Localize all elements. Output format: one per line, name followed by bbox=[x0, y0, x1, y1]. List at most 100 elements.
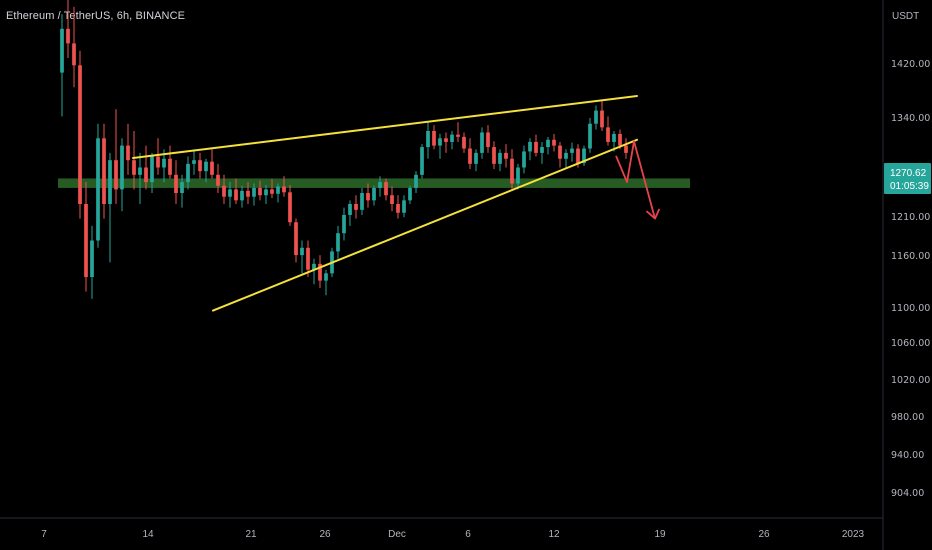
candle-body bbox=[198, 160, 202, 172]
candle bbox=[432, 125, 436, 150]
candle bbox=[510, 149, 514, 190]
candle bbox=[408, 185, 412, 204]
candle bbox=[102, 123, 106, 219]
candle-body bbox=[390, 195, 394, 204]
candle bbox=[270, 179, 274, 199]
x-tick-label: Dec bbox=[388, 529, 406, 540]
candle-body bbox=[354, 204, 358, 210]
y-tick: 1340.00 bbox=[891, 113, 930, 124]
candle bbox=[204, 158, 208, 183]
y-tick-label: 1420.00 bbox=[891, 59, 930, 70]
candle-body bbox=[126, 145, 130, 161]
candle bbox=[384, 178, 388, 201]
candle-body bbox=[180, 182, 184, 194]
candle-body bbox=[606, 127, 610, 142]
candle-body bbox=[348, 204, 352, 215]
y-tick-label: 940.00 bbox=[891, 450, 924, 461]
candle bbox=[438, 133, 442, 159]
candle-body bbox=[264, 189, 268, 196]
x-tick-label: 7 bbox=[41, 529, 47, 540]
candle bbox=[396, 195, 400, 219]
candle bbox=[114, 109, 118, 204]
candle bbox=[450, 131, 454, 150]
candle-body bbox=[402, 200, 406, 213]
lower-trendline[interactable] bbox=[212, 138, 638, 312]
candle bbox=[456, 122, 460, 142]
candle bbox=[558, 141, 562, 168]
y-tick: 904.00 bbox=[891, 488, 924, 499]
candle-body bbox=[60, 28, 64, 73]
candle bbox=[366, 183, 370, 208]
candle bbox=[282, 176, 286, 197]
candle bbox=[480, 127, 484, 159]
candle-body bbox=[246, 190, 250, 197]
candle-body bbox=[570, 148, 574, 153]
candle bbox=[312, 258, 316, 285]
candle-body bbox=[120, 145, 124, 190]
candle bbox=[504, 144, 508, 168]
candle bbox=[474, 149, 478, 172]
candle-body bbox=[480, 132, 484, 153]
candle-body bbox=[324, 273, 328, 281]
candle bbox=[120, 138, 124, 212]
candle-body bbox=[546, 139, 550, 148]
candle bbox=[240, 185, 244, 208]
candle bbox=[318, 255, 322, 288]
candle bbox=[600, 100, 604, 131]
candle-body bbox=[84, 204, 88, 277]
y-tick: 1160.00 bbox=[891, 251, 930, 262]
last-price-badge: 1270.62 01:05:39 bbox=[884, 163, 931, 194]
candle bbox=[570, 142, 574, 162]
y-tick-label: 1210.00 bbox=[891, 212, 930, 223]
price-axis-unit: USDT bbox=[892, 11, 919, 22]
y-tick: 1210.00 bbox=[891, 212, 930, 223]
candle bbox=[246, 182, 250, 204]
candle bbox=[300, 240, 304, 274]
candle-body bbox=[600, 110, 604, 128]
y-tick: 1100.00 bbox=[891, 303, 930, 314]
upper-trendline[interactable] bbox=[132, 94, 638, 160]
candle-body bbox=[300, 247, 304, 256]
candle bbox=[594, 105, 598, 130]
candle-body bbox=[318, 263, 322, 281]
candle-body bbox=[252, 187, 256, 197]
candle bbox=[198, 152, 202, 179]
projection-arrowhead bbox=[646, 208, 660, 220]
candle-body bbox=[240, 190, 244, 201]
candle bbox=[360, 187, 364, 215]
y-tick-label: 1100.00 bbox=[891, 303, 930, 314]
candle-body bbox=[618, 133, 622, 146]
candle-body bbox=[510, 158, 514, 184]
candle-body bbox=[516, 167, 520, 184]
candle-body bbox=[564, 152, 568, 159]
candle-body bbox=[90, 240, 94, 277]
candle bbox=[84, 182, 88, 292]
candle bbox=[144, 145, 148, 190]
projection-path[interactable] bbox=[615, 140, 656, 219]
candle bbox=[402, 195, 406, 218]
y-tick: 980.00 bbox=[891, 412, 924, 423]
candle-body bbox=[72, 43, 76, 66]
candle bbox=[72, 6, 76, 88]
x-tick-label: 26 bbox=[758, 529, 770, 540]
candle bbox=[150, 152, 154, 194]
candle-body bbox=[456, 134, 460, 137]
candle bbox=[60, 14, 64, 117]
candle-body bbox=[204, 161, 208, 172]
candle-body bbox=[450, 134, 454, 142]
candle-body bbox=[462, 136, 466, 149]
candle-body bbox=[396, 204, 400, 213]
y-tick: 1020.00 bbox=[891, 375, 930, 386]
y-tick-label: 904.00 bbox=[891, 488, 924, 499]
candle bbox=[186, 156, 190, 190]
candle-body bbox=[294, 222, 298, 256]
support-zone[interactable] bbox=[58, 178, 690, 188]
candle-body bbox=[486, 132, 490, 148]
candle bbox=[66, 0, 70, 58]
candle-body bbox=[282, 186, 286, 193]
candle-body bbox=[216, 174, 220, 186]
candle-body bbox=[342, 214, 346, 234]
candle bbox=[276, 183, 280, 203]
candle-body bbox=[168, 158, 172, 175]
